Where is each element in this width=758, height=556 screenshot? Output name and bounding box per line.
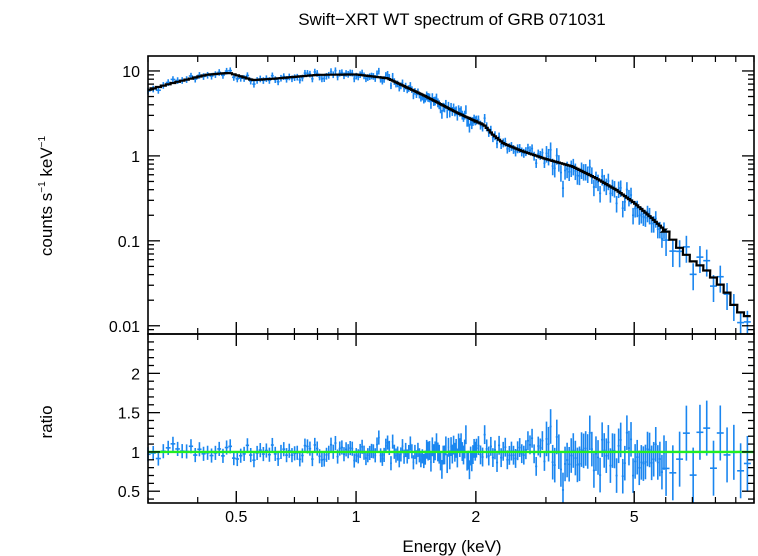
x-tick-label: 5 xyxy=(630,509,639,526)
x-tick-label: 0.5 xyxy=(225,509,247,526)
ratio-y-tick-label: 2 xyxy=(131,366,140,383)
x-tick-label: 1 xyxy=(352,509,361,526)
spectrum-y-axis-label: counts s−1 keV−1 xyxy=(37,135,56,256)
ratio-y-axis-label: ratio xyxy=(37,405,56,438)
ratio-y-tick-label: 1 xyxy=(131,445,140,462)
spectrum-frame xyxy=(147,55,755,335)
model-step-line xyxy=(148,72,751,318)
spectrum-y-tick-label: 1 xyxy=(131,149,140,166)
spectrum-y-tick-label: 0.01 xyxy=(109,319,140,336)
x-axis-label: Energy (keV) xyxy=(402,537,501,556)
x-tick-label: 2 xyxy=(471,509,480,526)
spectrum-y-tick-label: 10 xyxy=(122,64,140,81)
spectrum-panel: 0.01 0.1 1 10 xyxy=(109,55,755,346)
chart-title: Swift−XRT WT spectrum of GRB 071031 xyxy=(298,10,606,29)
ylabel-part-2: keV xyxy=(37,147,56,182)
ratio-frame xyxy=(147,333,755,504)
ratio-y-tick-label: 1.5 xyxy=(118,406,140,423)
ratio-y-tick-label: 0.5 xyxy=(118,484,140,501)
ylabel-part-0: counts s xyxy=(37,193,56,256)
ylabel-part-3: −1 xyxy=(37,135,48,147)
ylabel-part-1: −1 xyxy=(37,181,48,193)
spectrum-y-tick-label: 0.1 xyxy=(118,234,140,251)
ratio-panel: 0.5 1 2 5 0.5 1 1.5 2 xyxy=(118,333,755,526)
